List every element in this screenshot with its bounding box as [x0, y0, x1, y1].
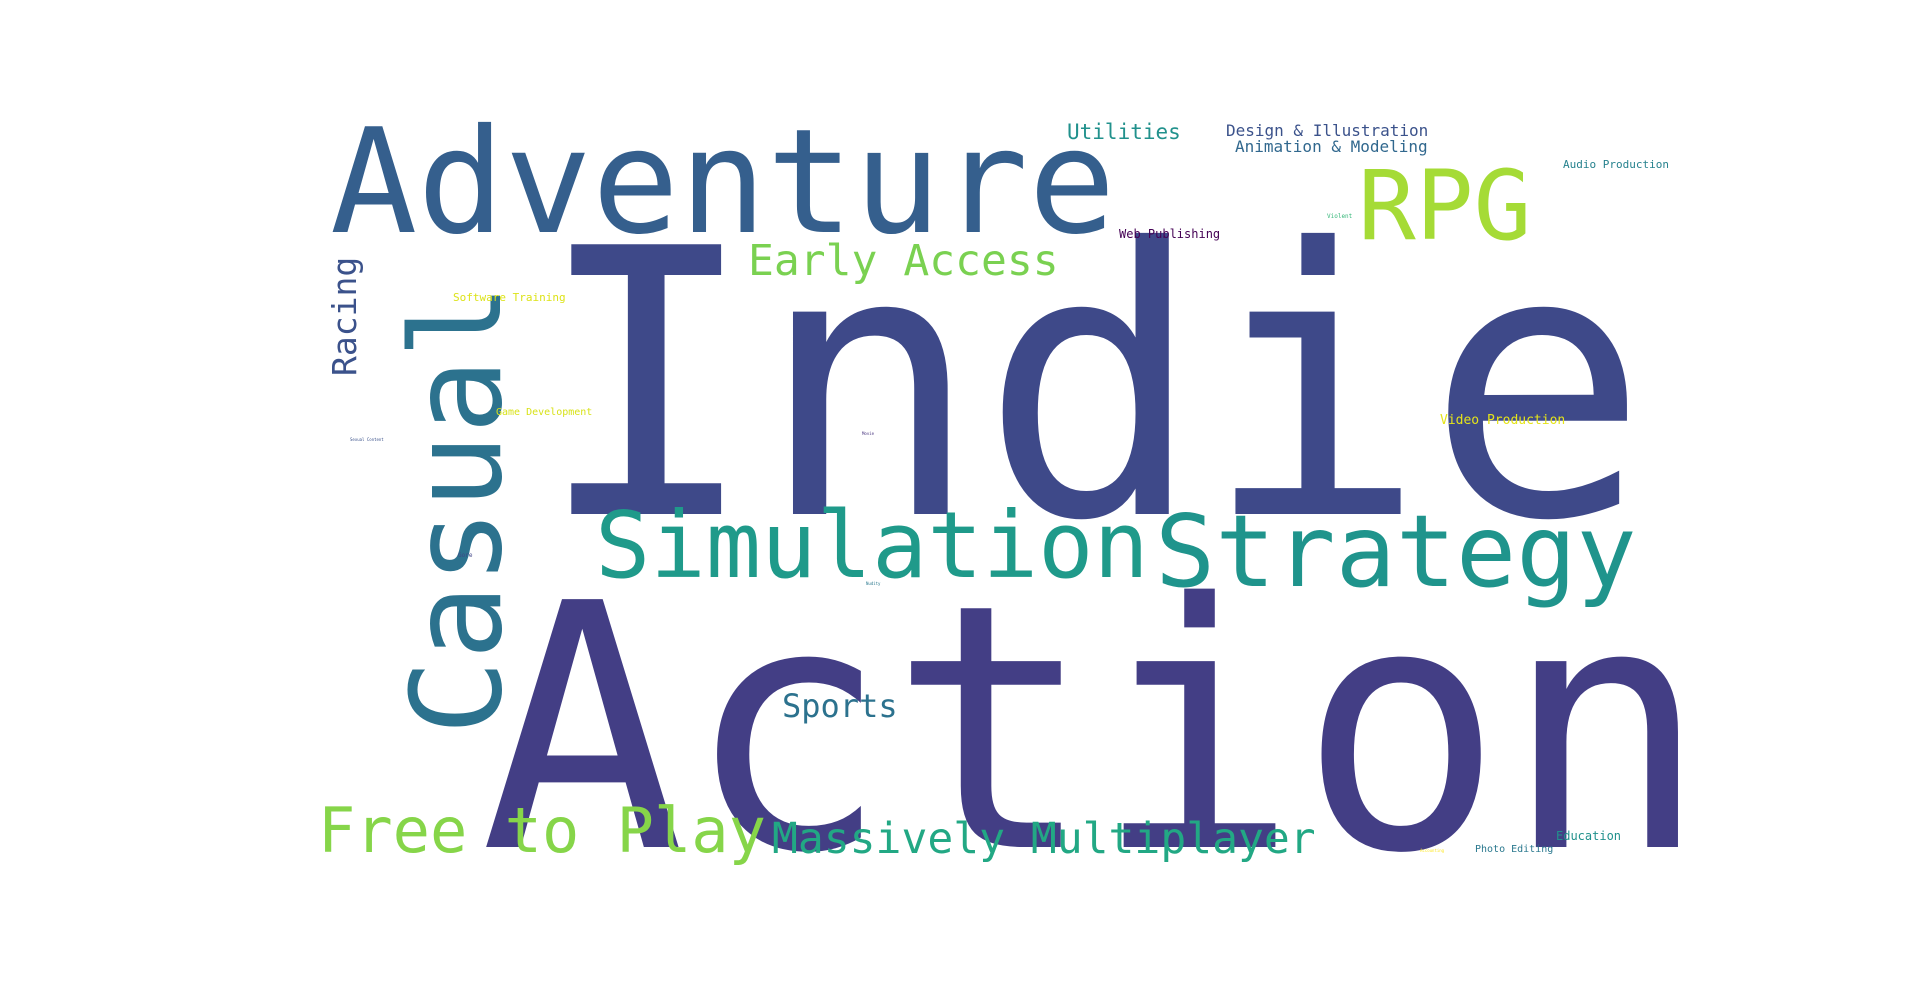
word-nudity: Nudity — [866, 581, 881, 586]
word-audio-production: Audio Production — [1563, 158, 1669, 171]
word-adventure: Adventure — [330, 98, 1116, 267]
word-gore: Gore — [458, 552, 473, 559]
word-indie: Indie — [535, 172, 1649, 602]
word-massively-multiplayer: Massively Multiplayer — [772, 814, 1316, 864]
word-web-publishing: Web Publishing — [1119, 227, 1221, 241]
word-casual: Casual — [385, 283, 530, 735]
word-software-training: Software Training — [453, 291, 566, 304]
word-photo-editing: Photo Editing — [1475, 844, 1554, 855]
word-action: Action — [480, 532, 1709, 928]
word-utilities: Utilities — [1067, 120, 1181, 144]
word-early-access: Early Access — [748, 236, 1059, 286]
word-game-development: Game Development — [496, 407, 593, 418]
word-accounting: Accounting — [1420, 848, 1445, 853]
word-strategy: Strategy — [1155, 493, 1637, 610]
word-simulation: Simulation — [595, 492, 1149, 599]
word-sports: Sports — [782, 687, 898, 725]
word-design-illustration: Design & Illustration — [1226, 121, 1429, 140]
word-movie: Movie — [862, 431, 875, 436]
word-animation-modeling: Animation & Modeling — [1235, 137, 1428, 156]
word-racing: Racing — [325, 256, 364, 376]
word-sexual-content: Sexual Content — [350, 437, 384, 442]
word-video-production: Video Production — [1440, 413, 1566, 428]
word-free-to-play: Free to Play — [318, 794, 766, 867]
word-education: Education — [1556, 829, 1622, 843]
word-violent: Violent — [1327, 213, 1353, 220]
word-rpg: RPG — [1358, 150, 1532, 262]
